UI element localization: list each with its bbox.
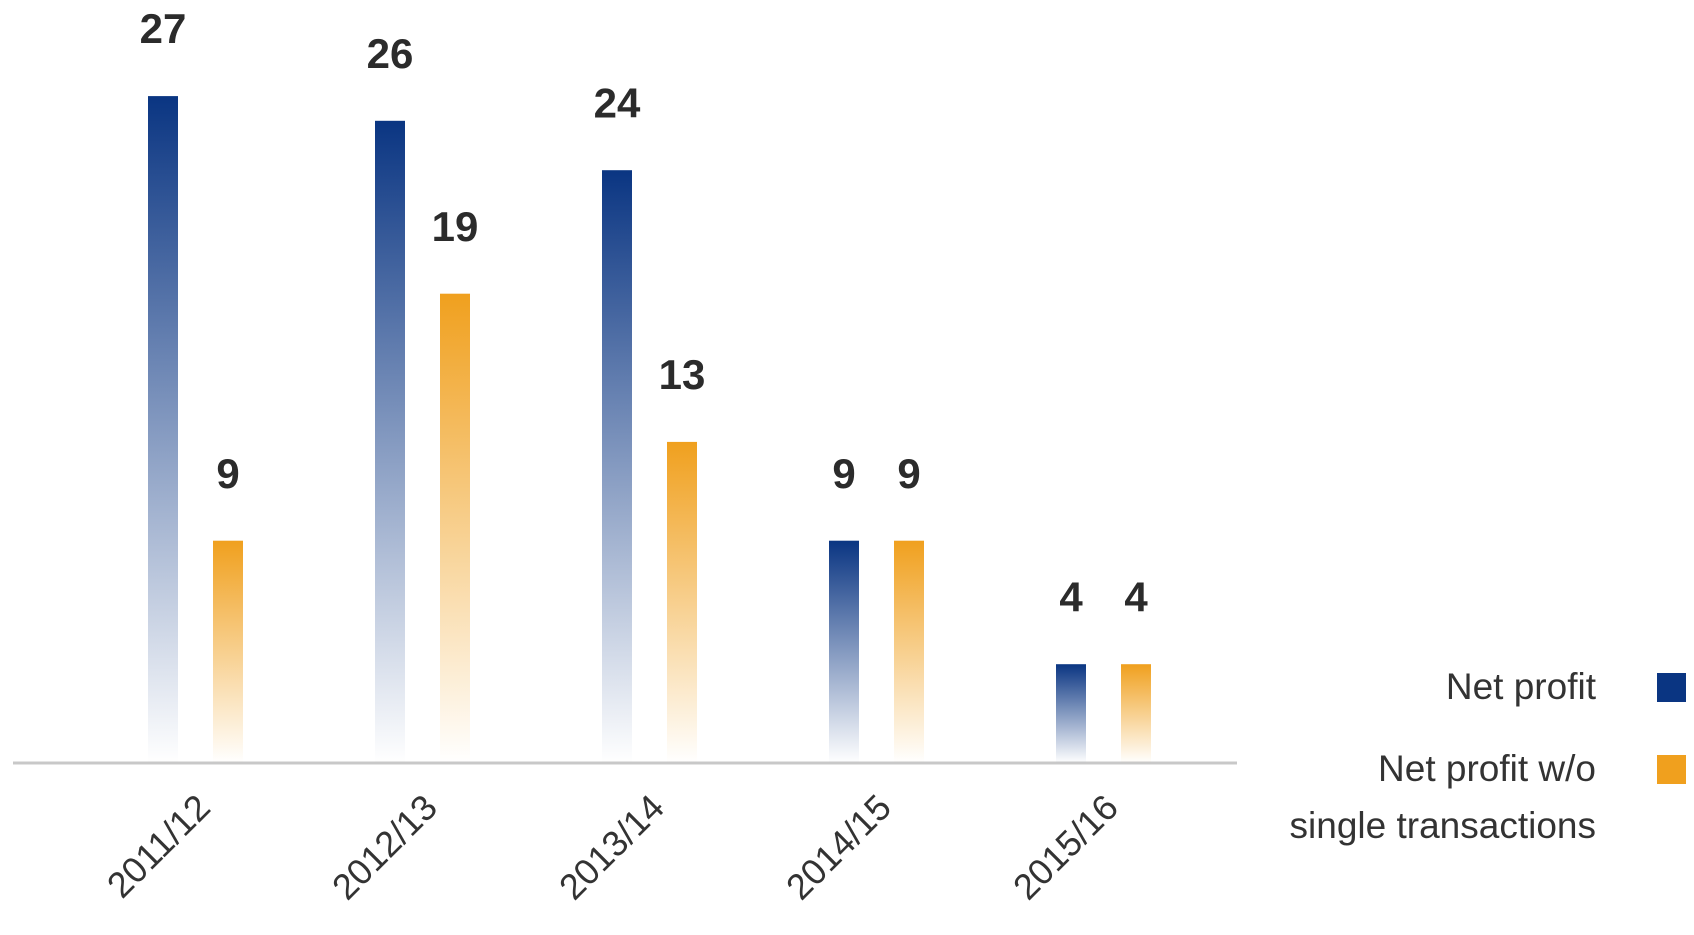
legend-label: Net profit w/o single transactions xyxy=(1289,748,1596,846)
value-label: 13 xyxy=(659,351,706,398)
x-tick-label: 2015/16 xyxy=(1005,786,1126,907)
bar xyxy=(894,540,924,763)
legend-label: Net profit xyxy=(1445,666,1596,707)
bar xyxy=(213,540,243,763)
legend-swatch xyxy=(1657,673,1686,702)
legend-swatch xyxy=(1657,755,1686,784)
value-label: 27 xyxy=(140,5,187,52)
value-label: 19 xyxy=(432,203,479,250)
value-label: 9 xyxy=(897,450,920,497)
bar xyxy=(375,120,405,764)
value-label: 24 xyxy=(594,79,641,126)
bar xyxy=(1121,664,1151,763)
x-tick-label: 2012/13 xyxy=(324,786,445,907)
bar xyxy=(667,441,697,763)
x-tick-label: 2011/12 xyxy=(99,786,218,905)
value-label: 4 xyxy=(1059,573,1083,620)
value-label: 4 xyxy=(1124,573,1148,620)
bar xyxy=(602,170,632,763)
x-tick-label: 2013/14 xyxy=(551,786,672,907)
bar xyxy=(440,293,470,763)
bar xyxy=(148,96,178,764)
value-label: 26 xyxy=(367,30,414,77)
bar xyxy=(829,540,859,763)
value-label: 9 xyxy=(832,450,855,497)
value-label: 9 xyxy=(216,450,239,497)
x-tick-label: 2014/15 xyxy=(778,786,899,907)
bar xyxy=(1056,664,1086,763)
